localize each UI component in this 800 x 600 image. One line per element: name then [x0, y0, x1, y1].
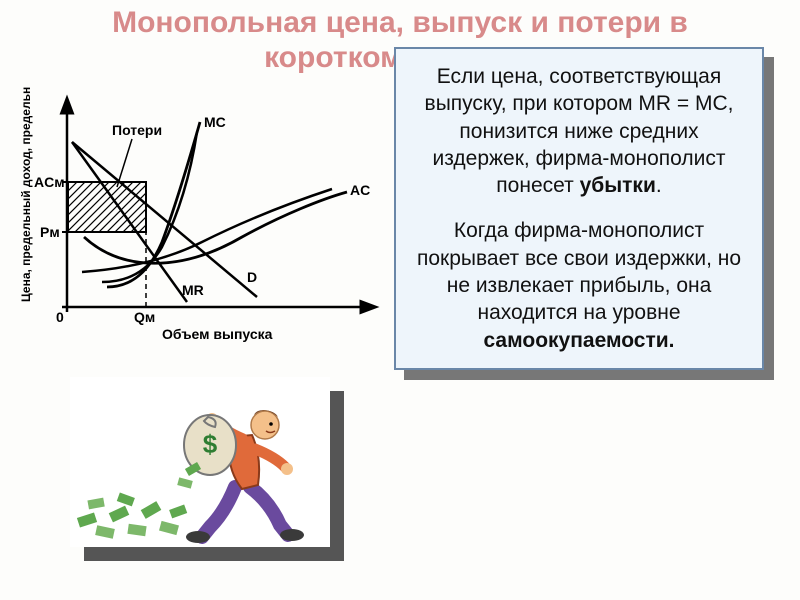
mr-label: MR	[182, 282, 204, 298]
svg-text:$: $	[203, 429, 218, 459]
mc-label: MC	[204, 114, 226, 130]
loss-label: Потери	[112, 122, 162, 138]
illustration-panel: $	[70, 377, 330, 547]
explanation-box: Если цена, соответствующая выпуску, при …	[394, 47, 772, 370]
economics-graph: Цена, предельный доход, предельные издер…	[12, 87, 392, 347]
paragraph-2: Когда фирма-монополист покрывает все сво…	[410, 217, 748, 353]
content-area: Цена, предельный доход, предельные издер…	[0, 77, 800, 577]
running-figure: $	[177, 410, 304, 543]
x-axis-label: Объем выпуска	[162, 326, 273, 342]
acm-label: ACм	[34, 174, 65, 190]
p2-bold: самоокупаемости.	[484, 329, 675, 352]
p1-post: .	[656, 174, 662, 197]
p1-bold: убытки	[580, 174, 656, 197]
y-axis-label: Цена, предельный доход, предельные издер…	[19, 87, 33, 302]
d-label: D	[247, 269, 257, 285]
cash-trail	[77, 493, 187, 539]
ac-label: AC	[350, 182, 370, 198]
paragraph-1: Если цена, соответствующая выпуску, при …	[410, 63, 748, 199]
origin-label: 0	[56, 309, 64, 325]
textbox: Если цена, соответствующая выпуску, при …	[394, 47, 764, 370]
qm-label: Qм	[134, 309, 155, 325]
pm-label: Pм	[40, 224, 60, 240]
illustration: $	[70, 377, 350, 567]
p2-text: Когда фирма-монополист покрывает все сво…	[417, 219, 741, 324]
